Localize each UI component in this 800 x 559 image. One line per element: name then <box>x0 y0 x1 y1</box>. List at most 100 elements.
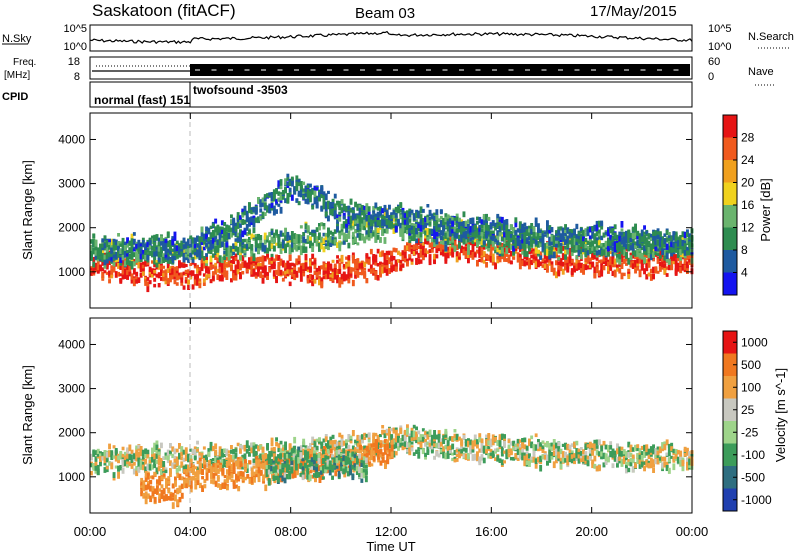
heatmap-cell <box>454 246 457 252</box>
heatmap-cell <box>395 266 398 271</box>
heatmap-cell <box>334 211 337 214</box>
heatmap-cell <box>280 179 283 186</box>
heatmap-cell <box>110 275 113 279</box>
heatmap-cell <box>607 252 610 257</box>
colorbar-tick-label: 12 <box>741 221 755 235</box>
heatmap-cell <box>625 252 628 259</box>
heatmap-cell <box>485 262 488 268</box>
heatmap-cell <box>305 247 308 253</box>
heatmap-cell <box>239 275 242 279</box>
heatmap-cell <box>117 233 120 237</box>
heatmap-cell <box>216 248 219 253</box>
heatmap-cell <box>395 226 398 232</box>
heatmap-cell <box>185 447 188 450</box>
heatmap-cell <box>341 199 344 204</box>
heatmap-cell <box>571 248 574 253</box>
heatmap-cell <box>183 285 186 289</box>
heatmap-cell <box>614 224 617 229</box>
colorbar-tick-label: 16 <box>741 198 755 212</box>
heatmap-cell <box>404 252 407 258</box>
heatmap-cell <box>467 248 470 255</box>
heatmap-cell <box>614 271 617 277</box>
heatmap-cell <box>539 255 542 260</box>
heatmap-cell <box>643 257 646 264</box>
heatmap-cell <box>374 271 377 275</box>
heatmap-cell <box>492 254 495 259</box>
heatmap-cell <box>266 276 269 280</box>
heatmap-cell <box>435 254 438 258</box>
heatmap-cell <box>280 207 283 214</box>
heatmap-cell <box>108 239 111 242</box>
heatmap-cell <box>666 244 669 250</box>
heatmap-cell <box>350 201 353 204</box>
heatmap-cell <box>347 261 350 267</box>
freq-tick-top: 18 <box>68 56 80 68</box>
power-y-axis-title: Slant Range [km] <box>20 160 35 260</box>
heatmap-cell <box>262 278 265 284</box>
heatmap-cell <box>356 242 359 245</box>
heatmap-cell <box>551 227 554 232</box>
heatmap-cell <box>580 254 583 259</box>
heatmap-cell <box>153 235 156 241</box>
heatmap-cell <box>483 240 486 244</box>
heatmap-cell <box>318 232 321 236</box>
heatmap-cell <box>275 209 278 214</box>
heatmap-cell <box>305 254 308 260</box>
heatmap-cell <box>384 237 387 244</box>
y-tick-label: 1000 <box>58 265 85 279</box>
heatmap-cell <box>458 242 461 248</box>
heatmap-cell <box>492 258 495 262</box>
heatmap-cell <box>264 212 267 216</box>
heatmap-cell <box>298 201 301 205</box>
heatmap-cell <box>510 261 513 265</box>
heatmap-cell <box>92 262 95 268</box>
heatmap-cell <box>318 226 321 230</box>
freq-panel: Freq. [MHz] 18 8 60 0 Nave <box>4 56 775 85</box>
heatmap-cell <box>668 259 671 265</box>
heatmap-cell <box>332 260 335 263</box>
heatmap-cell <box>309 236 312 240</box>
heatmap-cell <box>162 266 165 269</box>
heatmap-cell <box>196 449 199 452</box>
heatmap-cell <box>537 223 540 229</box>
y-tick-label: 3000 <box>58 177 85 191</box>
heatmap-cell <box>379 237 382 243</box>
heatmap-cell <box>153 270 156 273</box>
heatmap-cell <box>535 218 538 222</box>
heatmap-cell <box>557 257 560 261</box>
heatmap-cell <box>302 182 305 185</box>
nsky-panel: N.Sky 10^5 10^0 10^5 10^0 N.Search <box>2 23 794 53</box>
heatmap-cell <box>573 229 576 235</box>
heatmap-cell <box>630 255 633 260</box>
heatmap-cell <box>126 261 129 264</box>
cpid-panel: CPID normal (fast) 151 twofsound -3503 <box>2 82 692 107</box>
heatmap-cell <box>426 204 429 208</box>
heatmap-cell <box>481 229 484 233</box>
heatmap-cell <box>661 249 664 255</box>
heatmap-cell <box>338 269 341 274</box>
heatmap-cell <box>591 242 594 246</box>
colorbar-tick-label: 8 <box>741 243 748 257</box>
heatmap-cell <box>97 471 100 475</box>
heatmap-cell <box>158 452 161 456</box>
heatmap-cell <box>248 230 251 235</box>
heatmap-cell <box>309 199 312 203</box>
heatmap-cell <box>598 250 601 254</box>
heatmap-cell <box>146 286 149 293</box>
heatmap-cell <box>307 225 310 231</box>
heatmap-cell <box>363 272 366 279</box>
heatmap-cell <box>174 235 177 242</box>
heatmap-cell <box>632 233 635 239</box>
heatmap-cell <box>113 472 116 478</box>
heatmap-cell <box>205 243 208 247</box>
heatmap-cell <box>571 241 574 248</box>
heatmap-cell <box>406 261 409 266</box>
heatmap-cell <box>277 204 280 207</box>
heatmap-cell <box>221 242 224 248</box>
heatmap-cell <box>327 216 330 222</box>
freq-label-2: [MHz] <box>4 70 30 81</box>
heatmap-cell <box>623 273 626 276</box>
heatmap-cell <box>230 265 233 271</box>
